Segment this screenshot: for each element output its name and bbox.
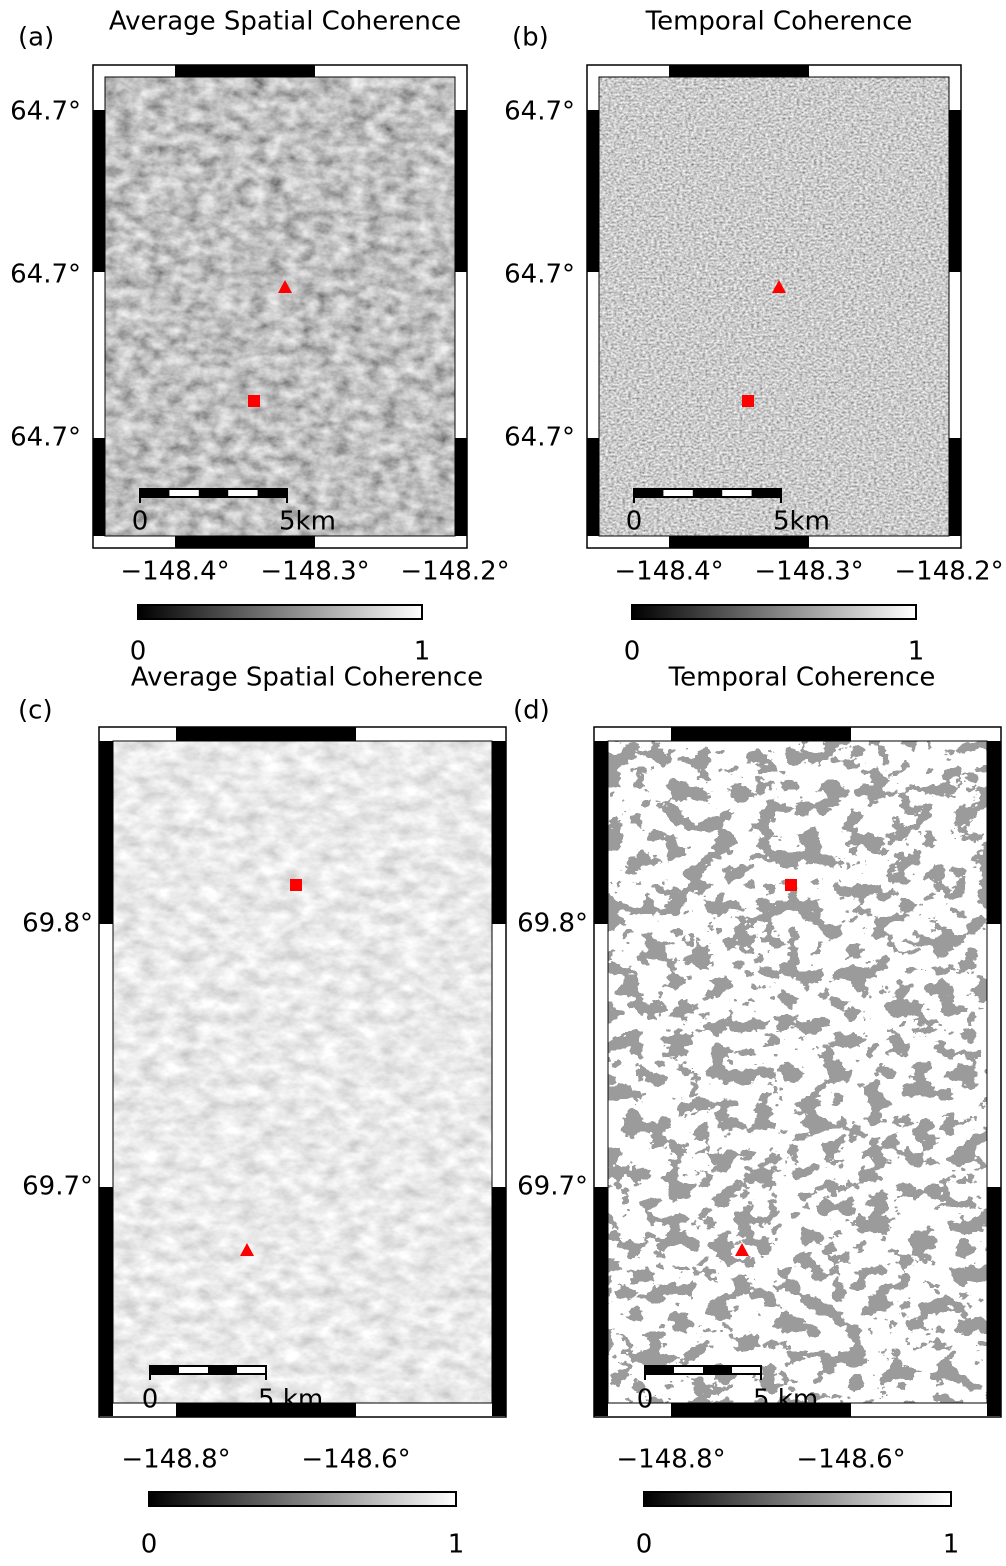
colorbar — [148, 1491, 457, 1507]
lon-label: −148.6° — [796, 1445, 905, 1475]
lat-label: 64.7° — [10, 423, 81, 453]
lon-label: −148.2° — [400, 557, 509, 587]
left-bar — [99, 741, 113, 924]
colorbar-label: 0 — [636, 1530, 653, 1560]
station-square — [785, 879, 797, 891]
lon-label: −148.3° — [754, 557, 863, 587]
right-bar — [455, 110, 467, 272]
station-square — [248, 395, 260, 407]
image-border — [112, 740, 493, 1404]
coherence-image — [113, 741, 492, 1403]
bottom-bar — [669, 536, 809, 548]
panel-title: Temporal Coherence — [645, 7, 913, 37]
right-bar — [949, 438, 961, 536]
bottom-bar — [176, 1403, 356, 1417]
lon-label: −148.2° — [894, 557, 1003, 587]
lat-label: 69.7° — [517, 1172, 588, 1202]
top-bar — [669, 65, 809, 77]
lat-label: 64.7° — [504, 423, 575, 453]
coherence-image — [599, 77, 949, 536]
scale-segment — [257, 489, 287, 497]
top-bar — [175, 65, 315, 77]
scale-label: 5 km — [753, 1385, 818, 1415]
scale-label: 0 — [142, 1385, 159, 1415]
panel-title: Average Spatial Coherence — [109, 7, 461, 37]
colorbar — [643, 1491, 952, 1507]
right-bar — [492, 1187, 506, 1416]
scale-segment — [208, 1366, 237, 1374]
station-square — [742, 395, 754, 407]
scale-segment — [692, 489, 723, 497]
right-bar — [987, 1187, 1001, 1416]
scale-label: 0 — [637, 1385, 654, 1415]
lon-label: −148.8° — [616, 1445, 725, 1475]
top-bar — [176, 727, 356, 741]
panel-title: Average Spatial Coherence — [131, 663, 483, 693]
image-border — [104, 76, 456, 537]
station-triangle — [735, 1243, 749, 1256]
scale-segment — [140, 489, 170, 497]
panel-label: (b) — [512, 23, 549, 53]
right-bar — [492, 741, 506, 924]
image-border — [598, 76, 950, 537]
top-bar — [671, 727, 851, 741]
station-triangle — [772, 280, 786, 293]
left-bar — [93, 438, 105, 536]
left-bar — [93, 110, 105, 272]
left-bar — [594, 741, 608, 924]
scale-label: 5km — [279, 507, 336, 537]
station-triangle — [278, 280, 292, 293]
lat-label: 69.8° — [517, 909, 588, 939]
scale-label: 5 km — [258, 1385, 323, 1415]
scale-segment — [703, 1366, 732, 1374]
colorbar-label: 1 — [448, 1530, 465, 1560]
scale-label: 0 — [132, 507, 149, 537]
coherence-image — [105, 77, 455, 536]
colorbar-label: 1 — [943, 1530, 960, 1560]
right-bar — [455, 438, 467, 536]
scale-segment — [150, 1366, 179, 1374]
lon-label: −148.6° — [301, 1445, 410, 1475]
lon-label: −148.8° — [121, 1445, 230, 1475]
station-triangle — [240, 1243, 254, 1256]
panel-title: Temporal Coherence — [668, 663, 936, 693]
lat-label: 64.7° — [10, 260, 81, 290]
lat-label: 64.7° — [504, 97, 575, 127]
bottom-bar — [671, 1403, 851, 1417]
lat-label: 69.7° — [22, 1172, 93, 1202]
scale-label: 5km — [773, 507, 830, 537]
lon-label: −148.3° — [260, 557, 369, 587]
coherence-image — [608, 741, 987, 1403]
right-bar — [949, 110, 961, 272]
image-border — [607, 740, 988, 1404]
left-bar — [594, 1187, 608, 1416]
scale-segment — [751, 489, 781, 497]
scale-label: 0 — [626, 507, 643, 537]
panel-label: (a) — [18, 23, 54, 53]
colorbar-label: 0 — [624, 637, 641, 667]
scale-segment — [198, 489, 229, 497]
left-bar — [587, 438, 599, 536]
right-bar — [987, 741, 1001, 924]
colorbar — [631, 604, 917, 620]
colorbar — [137, 604, 423, 620]
scale-segment — [645, 1366, 674, 1374]
scale-segment — [634, 489, 664, 497]
lon-label: −148.4° — [614, 557, 723, 587]
colorbar-label: 1 — [908, 637, 925, 667]
station-square — [290, 879, 302, 891]
colorbar-label: 0 — [130, 637, 147, 667]
left-bar — [587, 110, 599, 272]
lat-label: 64.7° — [504, 260, 575, 290]
lat-label: 69.8° — [22, 909, 93, 939]
colorbar-label: 1 — [414, 637, 431, 667]
left-bar — [99, 1187, 113, 1416]
panel-label: (c) — [18, 696, 53, 726]
colorbar-label: 0 — [141, 1530, 158, 1560]
bottom-bar — [175, 536, 315, 548]
lat-label: 64.7° — [10, 97, 81, 127]
panel-label: (d) — [513, 696, 550, 726]
lon-label: −148.4° — [120, 557, 229, 587]
